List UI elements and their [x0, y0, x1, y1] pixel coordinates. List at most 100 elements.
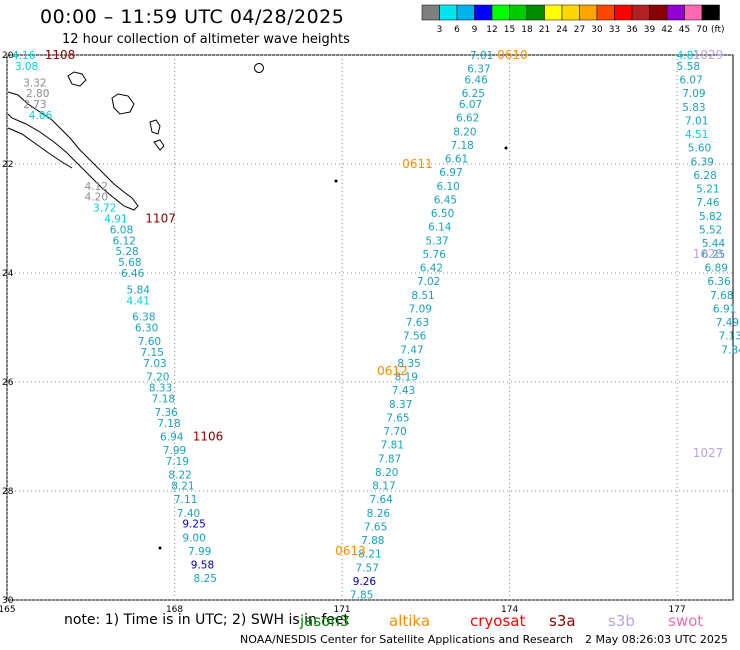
wave-height-value: 7.11 — [174, 494, 197, 506]
wave-height-value: 5.76 — [423, 249, 447, 261]
legend-swatch — [701, 4, 720, 21]
wave-height-value: 7.63 — [406, 317, 429, 329]
wave-height-value: 6.46 — [464, 75, 488, 87]
legend-label: 33 — [609, 25, 620, 35]
legend-swatch — [439, 4, 458, 21]
legend-swatch — [421, 4, 440, 21]
satellite-label: altika — [389, 612, 431, 630]
lon-tick-label: 168 — [166, 605, 183, 615]
credit-line: NOAA/NESDIS Center for Satellite Applica… — [240, 633, 574, 646]
wave-height-value: 4.16 — [12, 50, 36, 62]
legend-swatch — [596, 4, 615, 21]
wave-height-value: 7.87 — [378, 453, 401, 465]
wave-height-value: 5.82 — [699, 211, 722, 223]
wave-height-value: 6.38 — [132, 312, 155, 324]
wave-height-value: 7.01 — [470, 50, 493, 62]
legend-label: 3 — [437, 25, 443, 35]
wave-height-value: 7.18 — [450, 140, 473, 152]
wave-height-value: 7.47 — [400, 344, 423, 356]
legend-label: 18 — [521, 25, 533, 35]
wave-height-value: 9.58 — [191, 560, 214, 572]
wave-height-value: 7.84 — [721, 344, 740, 356]
legend-label: 21 — [539, 25, 550, 35]
page-subtitle: 12 hour collection of altimeter wave hei… — [62, 32, 350, 47]
legend-swatch — [614, 4, 633, 21]
coastline — [254, 63, 264, 73]
wave-height-value: 9.25 — [182, 519, 205, 531]
wave-height-value: 8.21 — [171, 481, 194, 493]
wave-height-value: 7.03 — [143, 358, 166, 370]
wave-height-value: 7.60 — [138, 336, 161, 348]
wave-height-value: 7.02 — [417, 276, 440, 288]
lon-tick-label: 177 — [669, 605, 686, 615]
legend-swatch — [526, 4, 545, 21]
wave-height-value: 8.17 — [372, 481, 395, 493]
legend-swatch — [666, 4, 685, 21]
wave-height-value: 8.20 — [453, 126, 476, 138]
wave-height-value: 6.89 — [705, 263, 728, 275]
wave-height-value: 6.46 — [121, 268, 145, 280]
pass-time-label: 0610 — [497, 48, 528, 62]
satellite-label: jason3 — [300, 612, 350, 630]
wave-height-value: 6.25 — [702, 249, 725, 261]
wave-height-value: 7.09 — [409, 303, 432, 315]
lat-tick-label: 26 — [2, 378, 14, 388]
coastline — [7, 91, 139, 211]
wave-height-value: 7.56 — [403, 331, 427, 343]
wave-height-value: 7.70 — [383, 426, 406, 438]
coastline — [7, 127, 73, 169]
legend-swatch — [579, 4, 598, 21]
wave-height-value: 4.51 — [685, 129, 708, 141]
legend-label: 36 — [626, 25, 638, 35]
wave-height-value: 5.58 — [677, 61, 700, 73]
wave-height-value: 3.08 — [15, 61, 38, 73]
wave-height-value: 7.68 — [710, 290, 733, 302]
generated-timestamp: 2 May 08:26:03 UTC 2025 — [585, 633, 728, 646]
wave-height-value: 6.94 — [160, 432, 184, 444]
wave-height-value: 7.65 — [364, 521, 387, 533]
pass-time-label: 0611 — [402, 157, 433, 171]
wave-height-value: 4.41 — [127, 295, 150, 307]
legend-swatch — [544, 4, 563, 21]
wave-height-value: 5.83 — [682, 102, 705, 114]
legend-label: 70 — [696, 25, 708, 35]
lon-tick-label: 165 — [0, 605, 16, 615]
wave-height-value: 8.35 — [397, 358, 420, 370]
wave-height-value: 6.50 — [431, 208, 454, 220]
wave-height-value: 7.18 — [152, 393, 175, 405]
lat-tick-label: 30 — [2, 596, 14, 606]
pass-time-label: 1108 — [45, 48, 76, 62]
wave-height-value: 6.08 — [110, 224, 133, 236]
lat-tick-label: 28 — [2, 487, 14, 497]
wave-height-value: 7.19 — [166, 456, 189, 468]
wave-height-value: 5.60 — [688, 143, 711, 155]
wave-height-value: 7.99 — [188, 546, 211, 558]
legend-swatch — [456, 4, 475, 21]
legend-label: 24 — [556, 25, 568, 35]
pass-time-label: 1027 — [693, 446, 724, 460]
legend-label: 9 — [472, 25, 478, 35]
satellite-label: cryosat — [470, 612, 526, 630]
pass-time-label: 1106 — [193, 430, 224, 444]
legend-swatch — [631, 4, 650, 21]
wave-height-value: 7.15 — [141, 347, 164, 359]
wave-height-value: 8.20 — [375, 467, 398, 479]
wave-height-value: 6.91 — [713, 303, 736, 315]
island-dot — [334, 179, 338, 183]
pass-time-label: 1107 — [145, 212, 176, 226]
wave-height-value: 6.39 — [691, 156, 714, 168]
lat-tick-label: 24 — [2, 269, 14, 279]
legend-label: 42 — [661, 25, 672, 35]
legend-swatch — [561, 4, 580, 21]
wave-height-value: 6.30 — [135, 323, 158, 335]
lon-tick-label: 171 — [333, 605, 350, 615]
legend-label: 45 — [679, 25, 690, 35]
coastline — [67, 71, 87, 87]
wave-height-value: 7.64 — [369, 494, 393, 506]
wave-height-value: 4.81 — [677, 50, 700, 62]
wave-height-value: 7.46 — [696, 197, 720, 209]
legend-label: 12 — [486, 25, 497, 35]
wave-height-value: 7.85 — [350, 590, 373, 602]
wave-height-value: 5.84 — [127, 284, 151, 296]
